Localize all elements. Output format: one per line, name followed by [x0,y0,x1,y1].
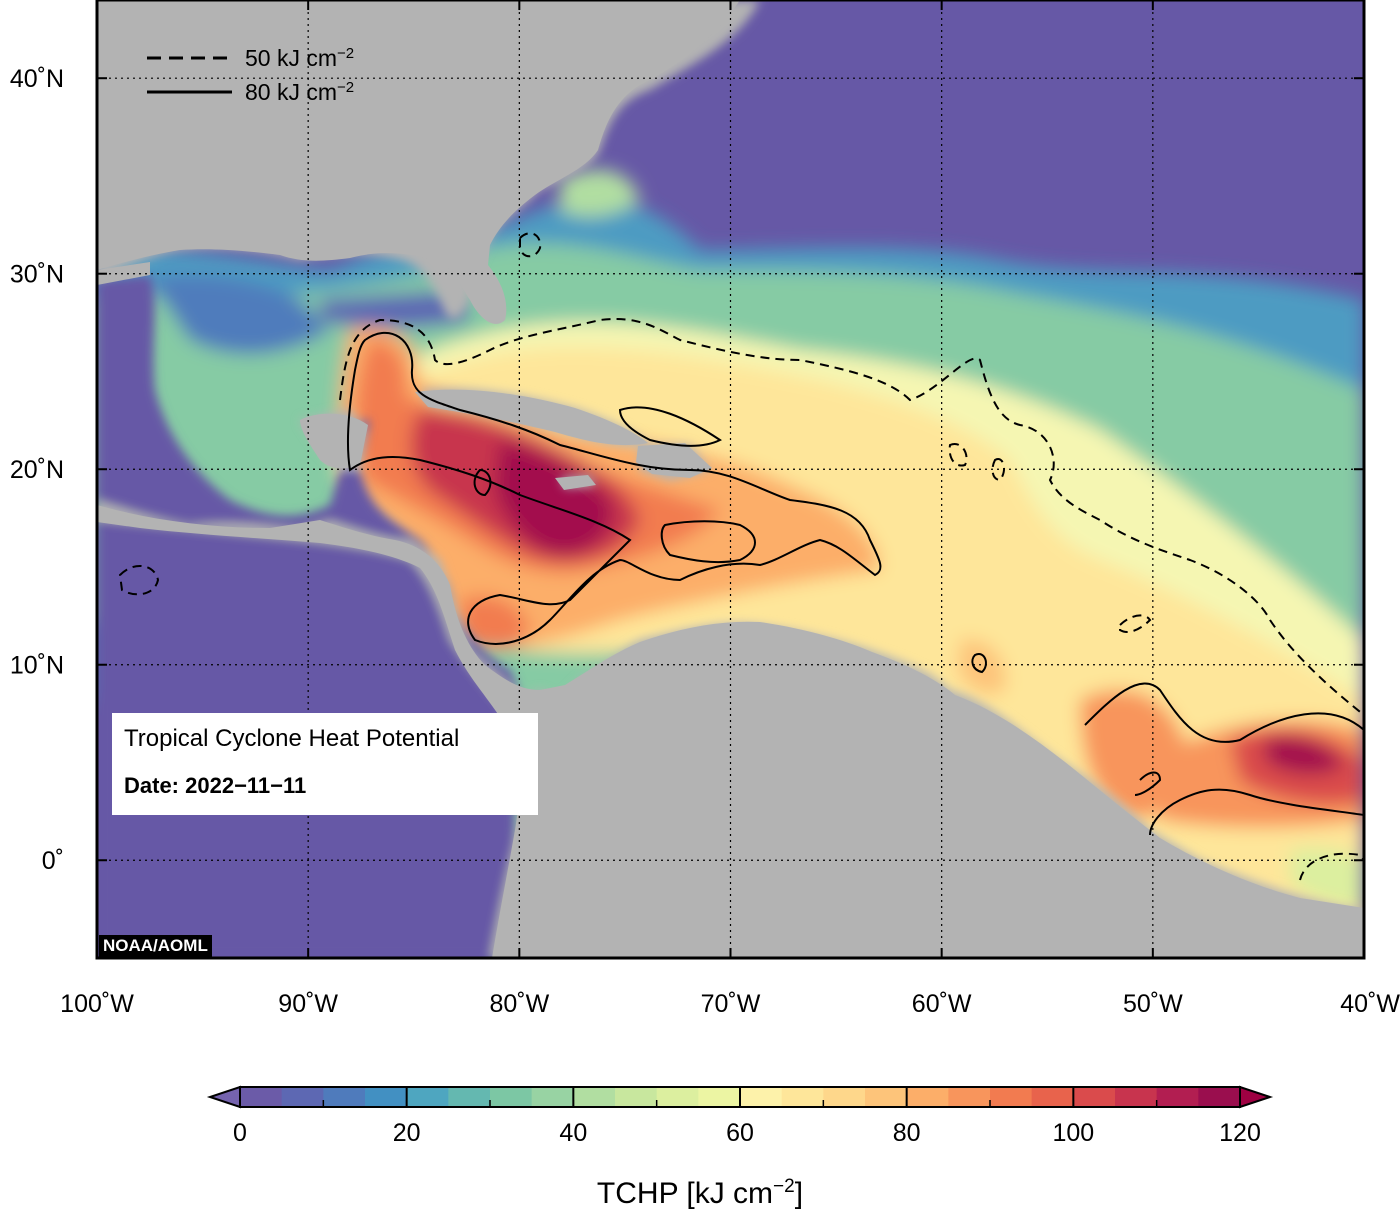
colorbar-bin [365,1087,408,1107]
colorbar-bin [1073,1087,1116,1107]
colorbar-tick-label: 60 [726,1119,754,1147]
lat-tick-label: 30˚N [10,261,64,289]
info-box: Tropical Cyclone Heat Potential Date: 20… [112,713,538,815]
lon-tick-label: 80˚W [489,990,549,1018]
colorbar-bin [323,1087,366,1107]
colorbar-bin [1031,1087,1074,1107]
tchp-contours [118,232,1364,881]
colorbar-ticks [239,1087,1241,1107]
colorbar-bin [240,1087,283,1107]
colorbar-bin [615,1087,658,1107]
colorbar-bin [1198,1087,1241,1107]
land-crisp [97,0,1364,958]
colorbar-tick-label: 120 [1219,1119,1261,1147]
lon-tick-label: 60˚W [912,990,972,1018]
contour-legend: 50 kJ cm−2 80 kJ cm−2 [147,45,354,106]
colorbar-title: TCHP [kJ cm−2] [596,1176,804,1210]
colorbar-tick-label: 80 [893,1119,921,1147]
colorbar-bin [906,1087,949,1107]
legend-80-label: 80 kJ cm−2 [245,79,354,106]
longitude-labels: 100˚W 90˚W 80˚W 70˚W 60˚W 50˚W 40˚W [60,990,1400,1018]
colorbar-under-arrow [206,1085,241,1109]
colorbar-tick-label: 0 [233,1119,247,1147]
colorbar-bin [781,1087,824,1107]
lon-tick-label: 40˚W [1340,990,1400,1018]
colorbar-bin [448,1087,491,1107]
colorbar-tick-label: 40 [559,1119,587,1147]
map-axis-ticks [96,0,1365,958]
lon-tick-label: 100˚W [60,990,134,1018]
colorbar-bin [281,1087,324,1107]
colorbar-bin [948,1087,991,1107]
lon-tick-label: 50˚W [1123,990,1183,1018]
colorbar-over-arrow [1239,1085,1274,1109]
colorbar-bin [490,1087,533,1107]
credit-badge: NOAA/AOML [99,935,212,957]
lon-tick-label: 90˚W [278,990,338,1018]
colorbar-bin [865,1087,908,1107]
info-date: Date: 2022−11−11 [124,773,307,798]
lat-tick-label: 20˚N [10,456,64,484]
legend-50-label: 50 kJ cm−2 [245,45,354,72]
colorbar-bin [990,1087,1033,1107]
colorbar-bin [698,1087,741,1107]
info-title: Tropical Cyclone Heat Potential [124,725,460,752]
colorbar-bin [573,1087,616,1107]
colorbar-bin [1115,1087,1158,1107]
colorbar-bin [656,1087,699,1107]
colorbar-bin [823,1087,866,1107]
colorbar-tick-label: 100 [1052,1119,1094,1147]
lat-tick-label: 10˚N [10,652,64,680]
lat-tick-label: 0˚ [42,847,64,875]
colorbar-bin [531,1087,574,1107]
lat-tick-label: 40˚N [10,65,64,93]
lon-tick-label: 70˚W [701,990,761,1018]
colorbar-bin [740,1087,783,1107]
latitude-labels: 40˚N 30˚N 20˚N 10˚N 0˚ [10,65,64,875]
colorbar-tick-label: 20 [393,1119,421,1147]
contour-50 [118,232,1364,881]
colorbar-labels: 0 20 40 60 80 100 120 [233,1119,1261,1147]
colorbar: 0 20 40 60 80 100 120 [206,1085,1274,1147]
colorbar-bin [406,1087,449,1107]
colorbar-bin [1156,1087,1199,1107]
contour-80 [346,331,1364,836]
